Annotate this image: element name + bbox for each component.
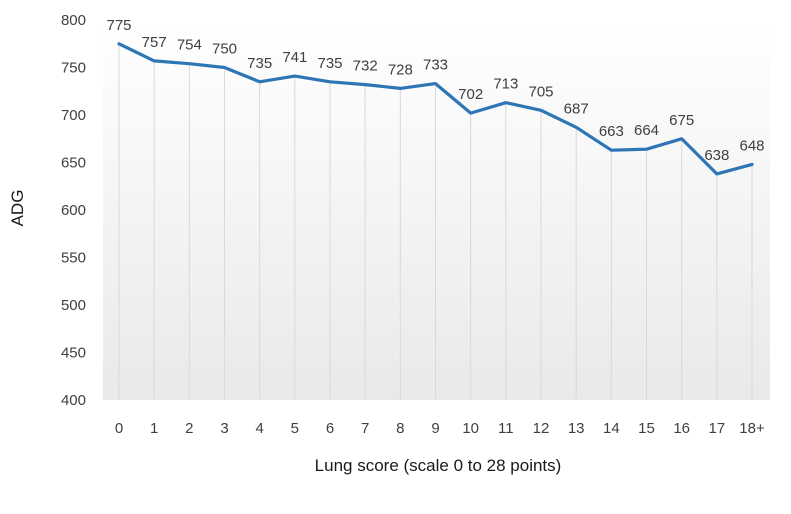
x-axis-ticks: 0 1 2 3 4 5 6 7 8 9 10 11 12 13 14 15 16 17 18+: [115, 420, 765, 437]
data-label: 638: [704, 147, 729, 164]
x-tick-label: 15: [638, 420, 655, 437]
x-tick-label: 5: [291, 420, 299, 437]
y-axis-title: ADG: [8, 190, 27, 227]
data-label: 733: [423, 57, 448, 74]
data-label: 648: [739, 137, 764, 154]
data-label: 757: [142, 34, 167, 51]
x-tick-label: 11: [498, 420, 514, 437]
data-label: 754: [177, 37, 202, 54]
x-tick-label: 7: [361, 420, 369, 437]
plot-background: [103, 20, 770, 400]
data-label: 705: [528, 83, 553, 100]
data-label: 735: [317, 55, 342, 72]
x-tick-label: 16: [673, 420, 690, 437]
y-tick-label: 650: [61, 155, 86, 172]
x-axis-title: Lung score (scale 0 to 28 points): [315, 456, 562, 475]
data-label: 741: [282, 49, 307, 66]
x-tick-label: 9: [431, 420, 439, 437]
data-label: 702: [458, 86, 483, 103]
x-tick-label: 2: [185, 420, 193, 437]
y-tick-label: 750: [61, 60, 86, 77]
y-tick-label: 450: [61, 345, 86, 362]
x-tick-label: 4: [255, 420, 263, 437]
x-tick-label: 17: [708, 420, 725, 437]
x-tick-label: 0: [115, 420, 123, 437]
x-tick-label: 14: [603, 420, 620, 437]
data-label: 664: [634, 122, 659, 139]
x-tick-label: 6: [326, 420, 334, 437]
drop-lines: [118, 43, 753, 400]
y-tick-label: 550: [61, 250, 86, 267]
data-label: 713: [493, 76, 518, 93]
y-tick-label: 600: [61, 202, 86, 219]
x-tick-label: 12: [533, 420, 550, 437]
series-line-group: [117, 42, 754, 176]
data-label: 732: [353, 58, 378, 75]
data-label: 750: [212, 41, 237, 58]
data-label: 687: [564, 100, 589, 117]
plot-area: [103, 20, 770, 400]
y-axis-ticks: 400 450 500 550 600 650 700 750 800: [61, 12, 86, 409]
data-label: 775: [106, 17, 131, 34]
data-label: 735: [247, 55, 272, 72]
data-label: 663: [599, 123, 624, 140]
series-line: [117, 42, 754, 176]
x-tick-label: 1: [150, 420, 158, 437]
y-tick-label: 400: [61, 392, 86, 409]
data-labels: 775 757 754 750 735 741 735 732 728 733 702 713 705 6…: [106, 17, 764, 164]
y-tick-label: 800: [61, 12, 86, 29]
data-label: 675: [669, 112, 694, 129]
x-tick-label: 3: [220, 420, 228, 437]
data-label: 728: [388, 61, 413, 78]
x-tick-label: 8: [396, 420, 404, 437]
x-tick-label: 13: [568, 420, 585, 437]
x-tick-label: 10: [462, 420, 479, 437]
y-tick-label: 700: [61, 107, 86, 124]
x-tick-label: 18+: [739, 420, 765, 437]
y-tick-label: 500: [61, 297, 86, 314]
